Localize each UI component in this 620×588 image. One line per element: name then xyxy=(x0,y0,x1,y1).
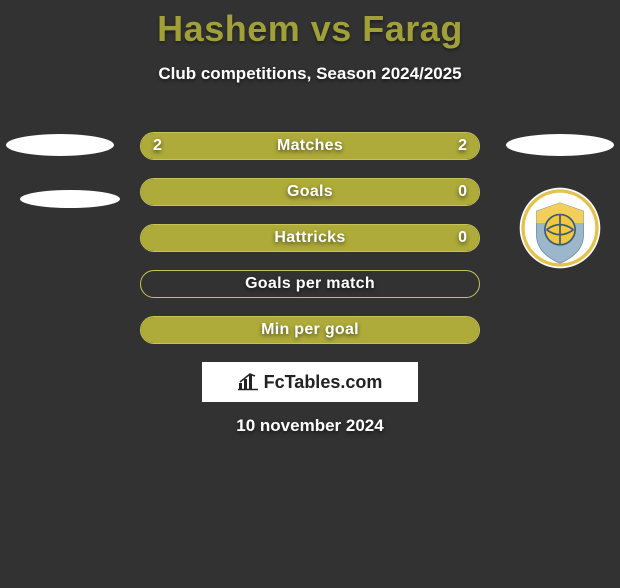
bar-hattricks-right-value: 0 xyxy=(458,225,467,251)
chart-icon xyxy=(238,373,258,391)
bar-hattricks: Hattricks 0 xyxy=(140,224,480,252)
bar-gpm-label: Goals per match xyxy=(141,271,479,297)
bar-mpg-label: Min per goal xyxy=(141,317,479,343)
fctables-logo[interactable]: FcTables.com xyxy=(202,362,418,402)
bar-matches: 2 Matches 2 xyxy=(140,132,480,160)
date-label: 10 november 2024 xyxy=(0,416,620,436)
bar-matches-right-value: 2 xyxy=(458,133,467,159)
logo-brand-label: FcTables.com xyxy=(264,372,383,393)
bar-matches-label: Matches xyxy=(141,133,479,159)
fctables-logo-text: FcTables.com xyxy=(238,372,383,393)
bar-goals-per-match: Goals per match xyxy=(140,270,480,298)
club-badge-icon xyxy=(518,186,602,270)
left-team-logo-placeholder-2 xyxy=(20,190,120,208)
left-team-logo-placeholder-1 xyxy=(6,134,114,156)
subtitle: Club competitions, Season 2024/2025 xyxy=(0,64,620,84)
bar-min-per-goal: Min per goal xyxy=(140,316,480,344)
comparison-bars: 2 Matches 2 Goals 0 Hattricks 0 Goals pe… xyxy=(140,132,480,362)
page-title: Hashem vs Farag xyxy=(0,8,620,50)
right-team-logo-placeholder xyxy=(506,134,614,156)
bar-hattricks-label: Hattricks xyxy=(141,225,479,251)
bar-goals-label: Goals xyxy=(141,179,479,205)
bar-goals: Goals 0 xyxy=(140,178,480,206)
bar-goals-right-value: 0 xyxy=(458,179,467,205)
